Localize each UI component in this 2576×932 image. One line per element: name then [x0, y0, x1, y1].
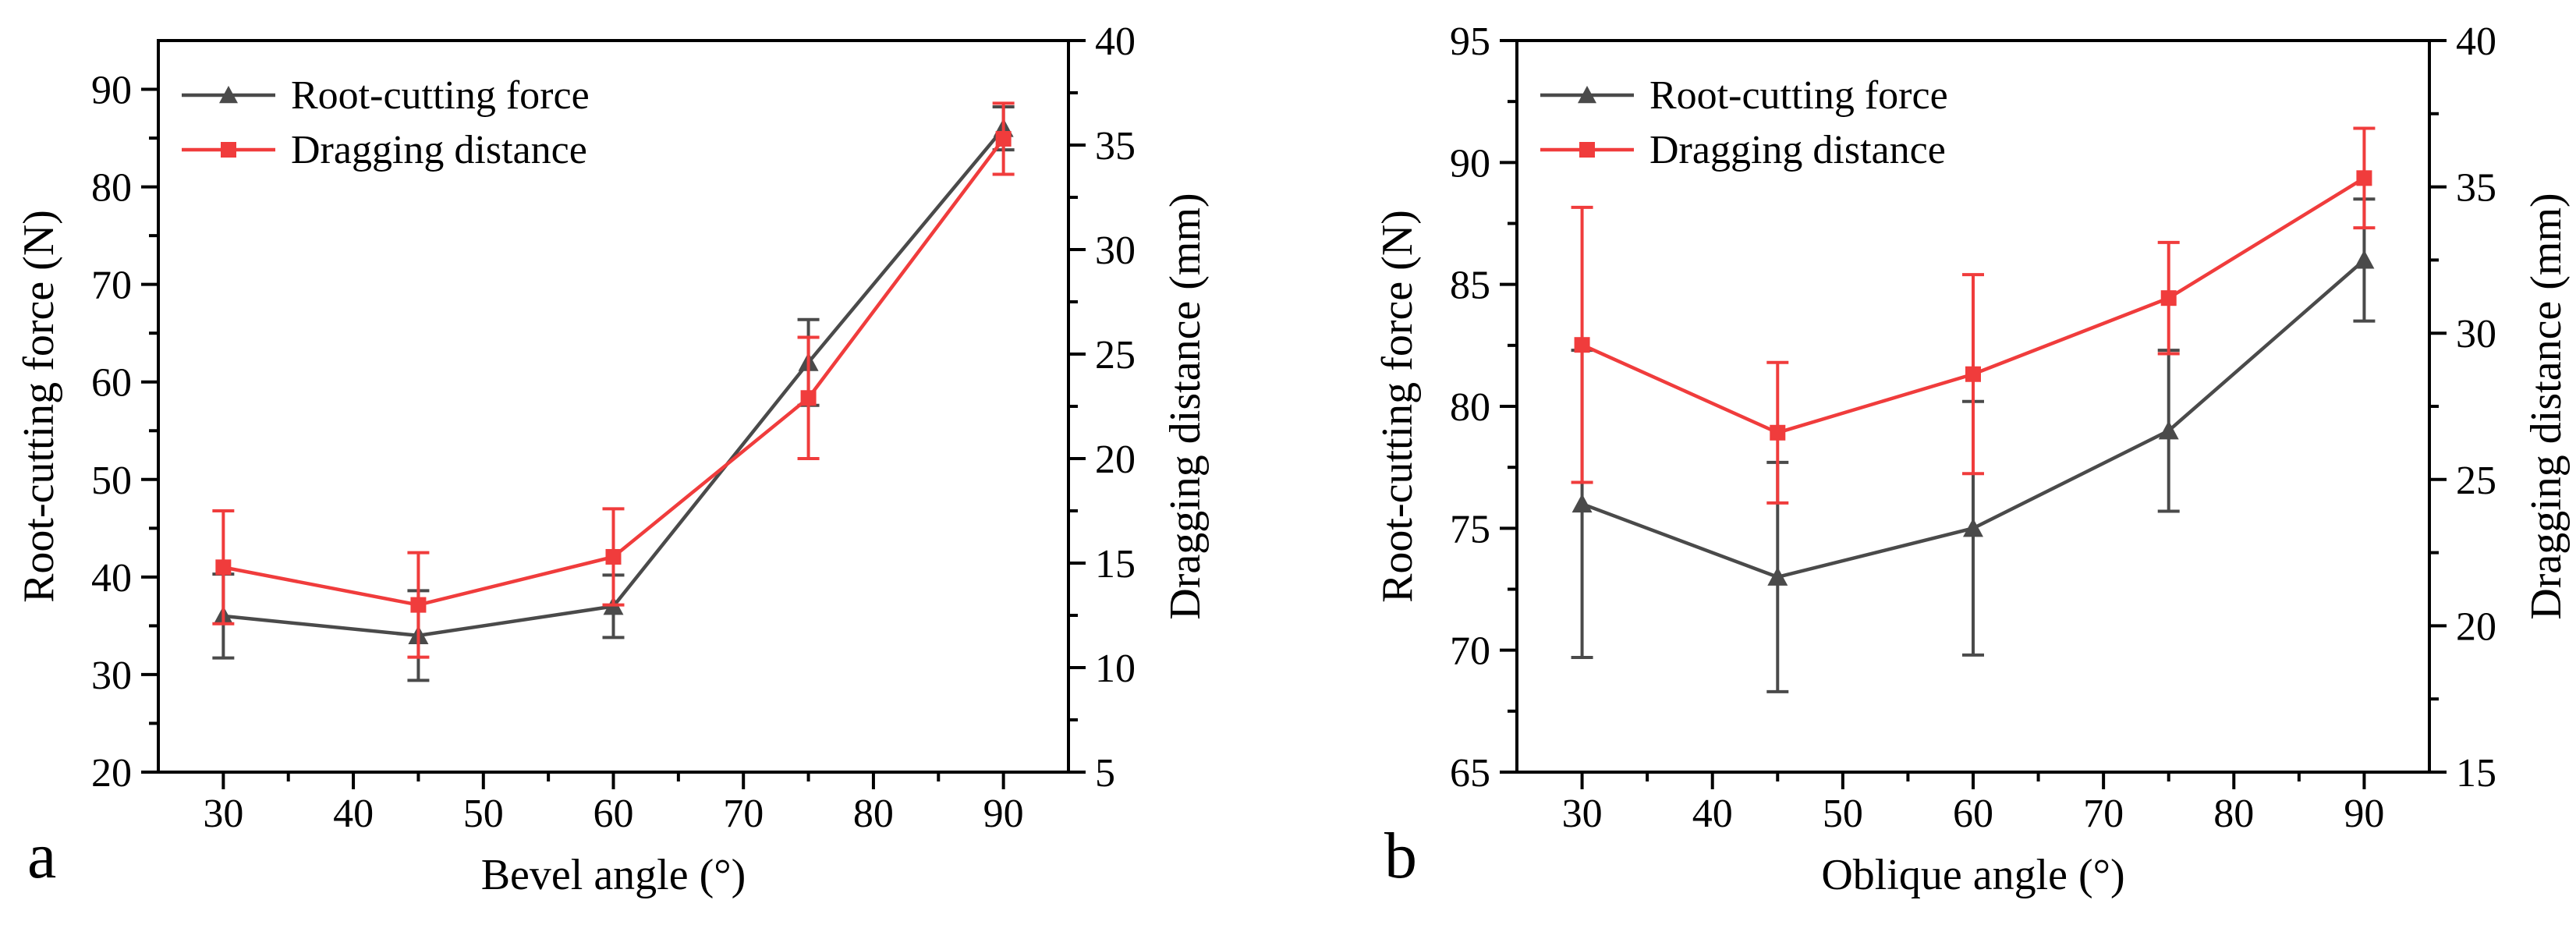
legend-item: Dragging distance	[1540, 128, 1946, 172]
legend-label: Root-cutting force	[1649, 73, 1948, 118]
y-right-axis-title: Dragging distance (mm)	[1161, 193, 1210, 619]
x-tick-label: 30	[1562, 792, 1603, 836]
y-left-tick-label: 65	[1450, 751, 1490, 796]
legend-label: Dragging distance	[291, 128, 587, 172]
x-tick-label: 80	[853, 792, 894, 836]
y-right-tick-label: 35	[2456, 166, 2496, 211]
x-tick-label: 50	[1823, 792, 1863, 836]
y-left-tick-label: 95	[1450, 19, 1490, 64]
y-left-tick-label: 90	[91, 69, 132, 113]
data-point	[410, 597, 427, 613]
legend-marker	[219, 86, 238, 104]
panel-label: b	[1384, 820, 1417, 892]
y-right-tick-label: 10	[1095, 647, 1136, 691]
y-left-tick-label: 40	[91, 556, 132, 601]
y-right-tick-label: 20	[2456, 604, 2496, 649]
series-dragging-distance	[1571, 126, 2376, 505]
x-tick-label: 90	[2344, 792, 2384, 836]
data-point	[2160, 290, 2177, 307]
x-axis-title: Oblique angle (°)	[1821, 851, 2124, 899]
chart-panel-b: 30 40 50 60 70 80 90 65 70 75 80 85 90 95 15 20 25 30 35 40…	[1373, 19, 2571, 899]
x-tick-label: 50	[463, 792, 504, 836]
x-tick-label: 60	[594, 792, 634, 836]
y-right-axis-title: Dragging distance (mm)	[2522, 193, 2571, 619]
y-left-tick-label: 20	[91, 751, 132, 796]
x-tick-label: 90	[983, 792, 1024, 836]
x-tick-label: 60	[1953, 792, 1993, 836]
y-left-tick-label: 80	[1450, 385, 1490, 430]
y-left-tick-label: 75	[1450, 507, 1490, 551]
data-point	[2354, 250, 2375, 269]
y-right-tick-label: 30	[2456, 312, 2496, 356]
x-tick-label: 30	[203, 792, 243, 836]
data-point	[2158, 420, 2179, 440]
legend-item: Root-cutting force	[1540, 73, 1948, 118]
y-right-tick-label: 5	[1095, 751, 1115, 796]
y-left-axis-title: Root-cutting force (N)	[1373, 210, 1422, 603]
data-point	[1770, 424, 1786, 441]
y-right-tick-label: 15	[1095, 542, 1136, 586]
y-right-tick-label: 40	[2456, 19, 2496, 64]
x-tick-label: 40	[333, 792, 374, 836]
y-left-tick-label: 80	[91, 166, 132, 211]
y-right-tick-label: 15	[2456, 751, 2496, 796]
x-tick-label: 40	[1692, 792, 1733, 836]
series-root-cutting-force	[1571, 197, 2376, 693]
legend-label: Root-cutting force	[291, 73, 590, 118]
y-left-tick-label: 60	[91, 361, 132, 406]
y-right-tick-label: 30	[1095, 229, 1136, 273]
y-right-tick-label: 25	[1095, 333, 1136, 377]
y-left-tick-label: 70	[91, 264, 132, 308]
legend: Root-cutting force Dragging distance	[182, 73, 590, 172]
data-point	[605, 548, 622, 565]
series-dragging-distance	[212, 101, 1015, 659]
legend-marker	[1579, 142, 1595, 158]
data-point	[1767, 566, 1788, 586]
legend-marker	[221, 142, 236, 158]
chart-panel-a: 30 40 50 60 70 80 90 20 30 40 50 60 70 80 90 5 10 15 20 25 3…	[15, 19, 1210, 899]
x-tick-label: 70	[723, 792, 764, 836]
data-point	[995, 130, 1012, 147]
panel-label: a	[27, 820, 56, 892]
x-axis-title: Bevel angle (°)	[481, 851, 746, 899]
y-left-tick-label: 90	[1450, 141, 1490, 186]
legend: Root-cutting force Dragging distance	[1540, 73, 1948, 172]
x-tick-label: 80	[2213, 792, 2254, 836]
data-point	[1965, 366, 1981, 382]
y-left-tick-label: 50	[91, 459, 132, 503]
data-point	[1574, 337, 1590, 353]
y-left-tick-label: 30	[91, 654, 132, 698]
data-point	[1963, 518, 1983, 537]
data-point	[215, 559, 232, 576]
data-point	[1571, 494, 1593, 513]
legend-item: Root-cutting force	[182, 73, 590, 118]
data-point	[800, 390, 817, 406]
data-point	[2356, 170, 2372, 186]
y-left-axis-title: Root-cutting force (N)	[15, 210, 63, 603]
y-right-tick-label: 40	[1095, 19, 1136, 64]
y-right-tick-label: 25	[2456, 459, 2496, 503]
y-left-tick-label: 85	[1450, 264, 1490, 308]
x-tick-label: 70	[2083, 792, 2124, 836]
legend-label: Dragging distance	[1649, 128, 1946, 172]
y-left-tick-label: 70	[1450, 629, 1490, 674]
y-right-tick-label: 20	[1095, 438, 1136, 482]
y-right-tick-label: 35	[1095, 124, 1136, 168]
legend-item: Dragging distance	[182, 128, 587, 172]
legend-marker	[1578, 86, 1596, 104]
